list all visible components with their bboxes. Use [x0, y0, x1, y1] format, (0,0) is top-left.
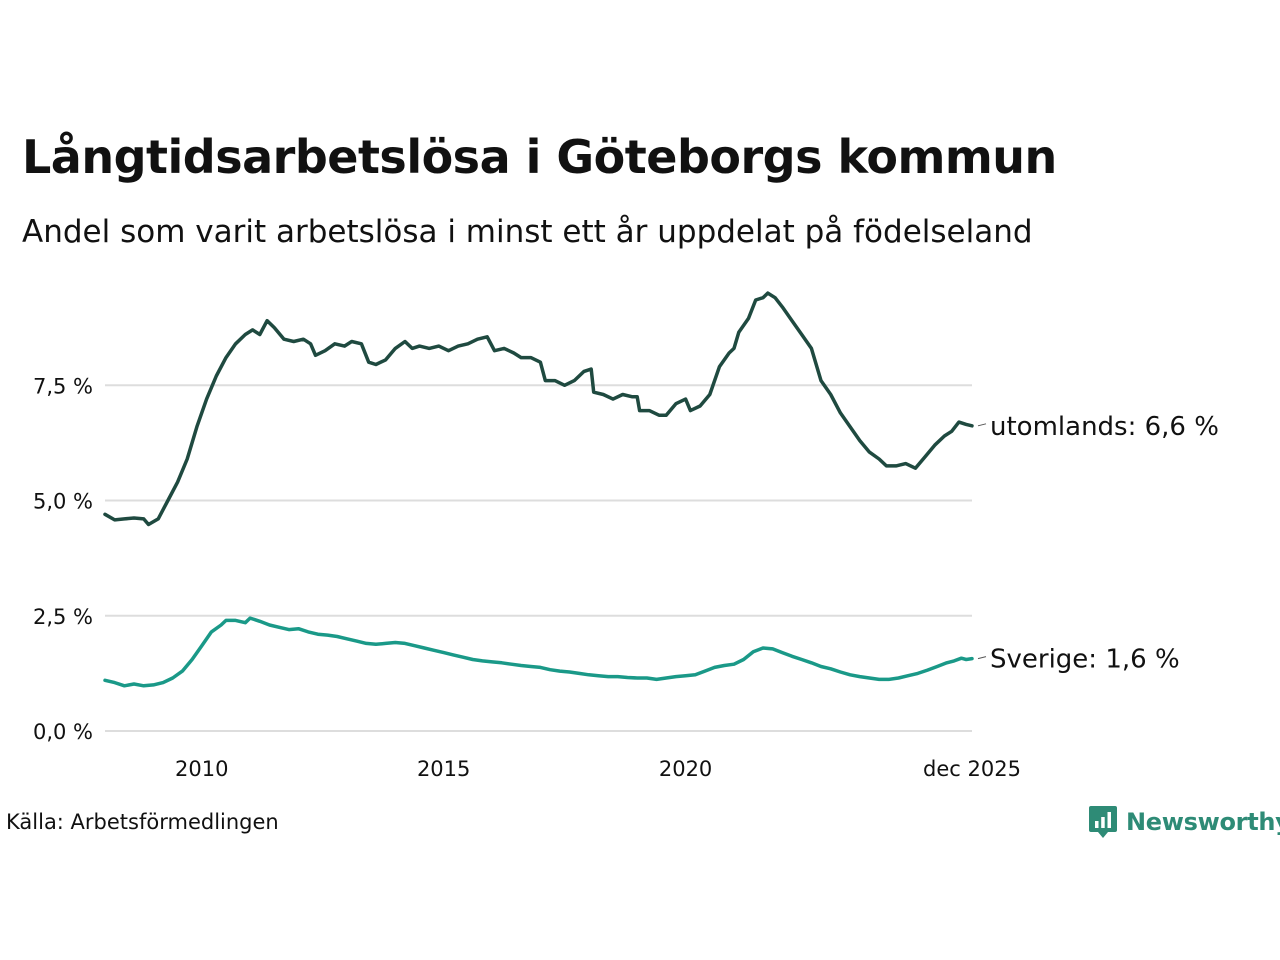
series-line-sverige	[103, 616, 974, 688]
line-chart: 0,0 % 2,5 % 5,0 % 7,5 % 2010 2015 2020 dec 2025…	[33, 291, 1219, 781]
end-label-leader	[977, 423, 987, 427]
x-tick-label: dec 2025	[923, 757, 1021, 781]
newsworthy-logo-icon	[1089, 806, 1117, 838]
brand-name: Newsworthy	[1126, 808, 1280, 836]
x-tick-label: 2020	[659, 757, 712, 781]
y-tick-label: 5,0 %	[33, 490, 93, 514]
end-label-leader	[977, 656, 987, 660]
y-tick-label: 0,0 %	[33, 720, 93, 744]
x-tick-label: 2010	[175, 757, 228, 781]
end-label-utomlands: utomlands: 6,6 %	[990, 412, 1219, 442]
y-tick-label: 2,5 %	[33, 605, 93, 629]
series-line-utomlands	[103, 291, 974, 527]
source-note: Källa: Arbetsförmedlingen	[6, 810, 279, 834]
chart-title: Långtidsarbetslösa i Göteborgs kommun	[22, 130, 1057, 184]
chart-subtitle: Andel som varit arbetslösa i minst ett å…	[22, 214, 1033, 250]
brand-logo: Newsworthy	[1088, 804, 1280, 840]
y-tick-label: 7,5 %	[33, 374, 93, 398]
x-tick-label: 2015	[417, 757, 470, 781]
end-label-sverige: Sverige: 1,6 %	[990, 645, 1180, 675]
